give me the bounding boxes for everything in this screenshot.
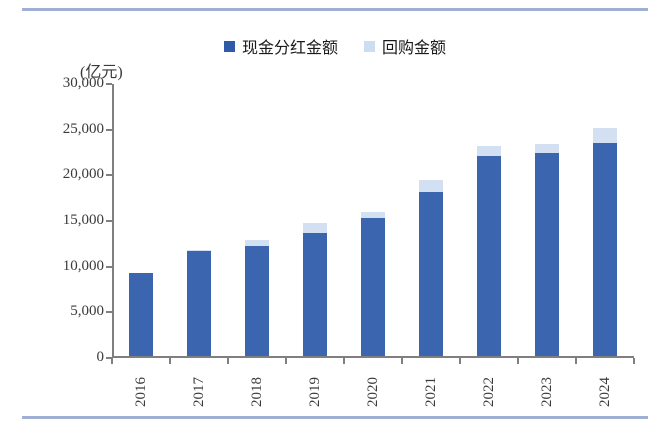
y-tick-label: 30,000 (62, 75, 104, 91)
y-tick-label: 15,000 (62, 212, 104, 228)
bar-group-2021 (419, 180, 443, 356)
x-category-label-2022: 2022 (481, 377, 497, 407)
x-tick-mark (343, 358, 345, 364)
bar-segment-cash-dividend-2017 (187, 250, 211, 356)
bar-segment-cash-dividend-2021 (419, 191, 443, 356)
bar-group-2020 (361, 211, 385, 356)
x-tick-mark (517, 358, 519, 364)
top-divider-rule (22, 8, 648, 11)
legend-label: 回购金额 (382, 40, 447, 57)
x-category-label-2021: 2021 (423, 377, 439, 407)
y-tick-mark (106, 128, 112, 131)
bar-group-2022 (477, 146, 501, 356)
x-category-label-2016: 2016 (133, 377, 149, 407)
bar-group-2023 (535, 144, 559, 356)
y-axis-unit-label: (亿元) (80, 64, 123, 81)
bar-segment-buyback-2024 (593, 127, 617, 144)
bar-segment-buyback-2018 (245, 240, 269, 246)
legend-swatch-icon (223, 40, 235, 52)
x-tick-mark (575, 358, 577, 364)
y-tick-label: 5,000 (70, 303, 104, 320)
x-tick-mark (459, 358, 461, 364)
bar-segment-cash-dividend-2023 (535, 153, 559, 356)
bar-segment-buyback-2021 (419, 180, 443, 192)
bar-segment-cash-dividend-2018 (245, 245, 269, 356)
bar-group-2019 (303, 222, 327, 356)
y-tick-label: 25,000 (62, 120, 104, 137)
x-tick-mark (285, 358, 287, 364)
y-tick-mark (106, 357, 112, 359)
bar-group-2018 (245, 240, 269, 356)
y-tick-mark (106, 83, 112, 85)
bar-group-2017 (187, 250, 211, 356)
x-category-label-2020: 2020 (365, 377, 381, 407)
x-tick-mark (633, 358, 635, 364)
bar-segment-cash-dividend-2020 (361, 218, 385, 356)
y-tick-mark (106, 174, 112, 177)
x-tick-mark (401, 358, 403, 364)
y-tick-mark (106, 220, 112, 222)
legend-swatch-icon (364, 40, 375, 52)
legend-item-0: 现金分红金额 (223, 34, 338, 58)
x-category-label-2023: 2023 (539, 377, 555, 407)
legend-label: 现金分红金额 (241, 40, 338, 57)
bar-segment-buyback-2017 (187, 250, 211, 251)
plot-area (112, 84, 634, 358)
bar-group-2024 (593, 127, 617, 356)
bar-segment-cash-dividend-2016 (129, 272, 153, 356)
bar-segment-buyback-2022 (477, 146, 501, 156)
x-category-label-2019: 2019 (307, 377, 323, 407)
y-tick-label: 0 (96, 349, 105, 365)
bar-segment-buyback-2019 (303, 222, 327, 233)
bar-segment-cash-dividend-2022 (477, 155, 501, 356)
x-tick-mark (169, 358, 171, 364)
bar-segment-buyback-2020 (361, 211, 385, 219)
x-category-label-2024: 2024 (597, 377, 613, 407)
x-category-label-2018: 2018 (249, 377, 265, 407)
chart-legend: 现金分红金额 回购金额 (0, 34, 670, 58)
x-tick-mark (111, 358, 113, 364)
legend-item-1: 回购金额 (364, 34, 446, 58)
bar-group-2016 (129, 272, 153, 356)
y-tick-label: 20,000 (62, 166, 104, 183)
bar-segment-cash-dividend-2024 (593, 143, 617, 356)
y-tick-label: 10,000 (62, 257, 104, 274)
x-tick-mark (227, 358, 229, 364)
bar-segment-buyback-2023 (535, 144, 559, 154)
x-category-label-2017: 2017 (191, 377, 207, 407)
y-tick-mark (106, 311, 112, 314)
bottom-divider-rule (22, 416, 648, 419)
bar-segment-cash-dividend-2019 (303, 232, 327, 356)
y-tick-mark (106, 265, 112, 268)
